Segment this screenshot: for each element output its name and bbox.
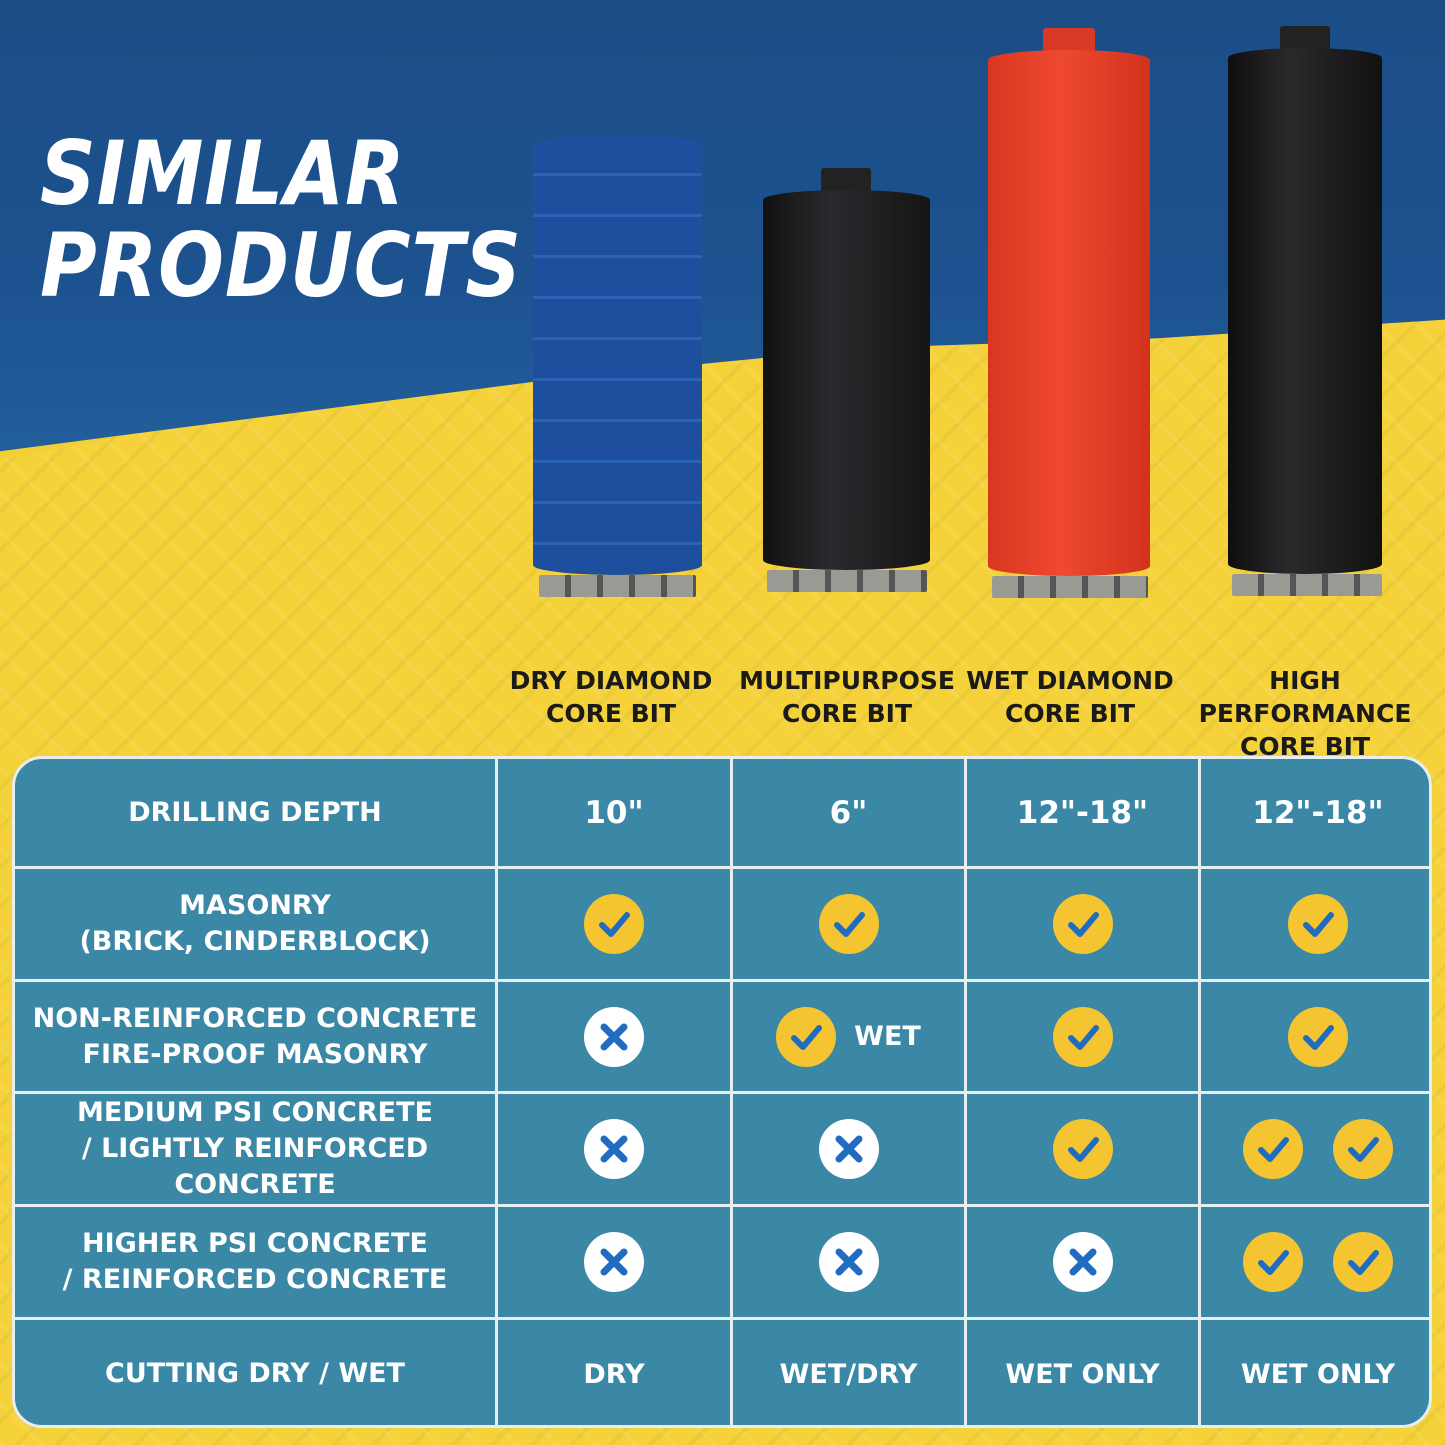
table-cell [733,869,967,982]
table-cell [733,1207,967,1320]
cross-icon [584,1119,644,1179]
table-cell [1201,1094,1429,1207]
table-cell: WET ONLY [1201,1320,1429,1425]
table-cell: WET ONLY [967,1320,1201,1425]
table-cell [498,1207,733,1320]
product-label-high-performance: HIGH PERFORMANCE CORE BIT [1170,664,1440,763]
check-icon [1333,1232,1393,1292]
product-name: WET DIAMOND [966,666,1174,695]
cell-text: DRY [583,1358,645,1390]
row-label-line: NON-REINFORCED CONCRETE [32,1002,478,1034]
row-label-line: (BRICK, CINDERBLOCK) [79,926,431,957]
cell-text: 12"-18" [1252,794,1384,831]
check-icon [1243,1119,1303,1179]
row-header: NON-REINFORCED CONCRETE FIRE-PROOF MASONR… [15,982,498,1094]
cell-text: 12"-18" [1016,794,1149,831]
row-header: CUTTING DRY / WET [15,1320,498,1425]
cross-icon [1052,1232,1113,1292]
cell-text: WET ONLY [1240,1358,1396,1390]
table-cell [498,982,733,1094]
cross-icon [818,1232,879,1292]
row-header: MASONRY (BRICK, CINDERBLOCK) [15,869,498,982]
check-icon [584,894,644,954]
cell-text: 10" [584,794,644,831]
comparison-table: DRILLING DEPTH 10" 6" 12"-18" 12"-18" MASONRY… [12,756,1432,1428]
table-cell [1201,1207,1429,1320]
check-icon [1052,894,1113,954]
row-header: HIGHER PSI CONCRETE / REINFORCED CONCRETE [15,1207,498,1320]
product-label-dry-diamond: DRY DIAMOND CORE BIT [496,664,726,730]
check-icon [1288,894,1348,954]
table-cell [733,1094,967,1207]
row-label-line: CUTTING DRY / WET [105,1358,405,1389]
row-label-line: HIGHER PSI CONCRETE [81,1228,428,1259]
title-line-1: SIMILAR [40,122,406,225]
product-name: HIGH PERFORMANCE [1198,666,1412,728]
table-cell: DRY [498,1320,733,1425]
check-icon [1052,1006,1113,1067]
row-label-line: MEDIUM PSI CONCRETE [77,1097,433,1128]
row-label-line: / REINFORCED CONCRETE [62,1264,448,1295]
cell-text: WET ONLY [1005,1358,1160,1390]
product-label-wet-diamond: WET DIAMOND CORE BIT [955,664,1185,730]
title-line-2: PRODUCTS [40,214,522,317]
row-header: DRILLING DEPTH [15,759,498,869]
product-type: CORE BIT [545,699,677,728]
row-label-line: / LIGHTLY REINFORCED CONCRETE [81,1133,429,1200]
check-icon [1288,1006,1348,1067]
product-name: DRY DIAMOND [509,666,713,695]
table-cell: 12"-18" [1201,759,1429,869]
table-cell: 12"-18" [967,759,1201,869]
check-icon [776,1006,837,1067]
cell-text: WET/DRY [779,1358,918,1390]
product-type: CORE BIT [1004,699,1136,728]
table-cell [967,869,1201,982]
product-name: MULTIPURPOSE [739,666,955,695]
table-cell [1201,869,1429,982]
row-label-line: MASONRY [179,890,331,921]
table-cell [498,1094,733,1207]
product-label-multipurpose: MULTIPURPOSE CORE BIT [732,664,962,730]
row-label-line: DRILLING DEPTH [128,796,382,828]
check-icon [1243,1232,1303,1292]
table-cell [498,869,733,982]
cross-icon [584,1232,644,1292]
table-cell: WET [733,982,967,1094]
table-cell [967,1094,1201,1207]
check-icon [1052,1119,1113,1179]
cross-icon [818,1119,879,1179]
page-title: SIMILAR PRODUCTS [40,128,522,312]
table-cell: 6" [733,759,967,869]
check-icon [1333,1119,1393,1179]
cell-note: WET [854,1021,921,1052]
table-cell [1201,982,1429,1094]
cross-icon [584,1006,644,1067]
table-cell [967,982,1201,1094]
table-cell [967,1207,1201,1320]
product-type: CORE BIT [781,699,913,728]
table-cell: WET/DRY [733,1320,967,1425]
table-cell: 10" [498,759,733,869]
row-header: MEDIUM PSI CONCRETE / LIGHTLY REINFORCED … [15,1094,498,1207]
cell-text: 6" [829,794,868,831]
row-label-line: FIRE-PROOF MASONRY [82,1038,428,1070]
check-icon [818,894,879,954]
